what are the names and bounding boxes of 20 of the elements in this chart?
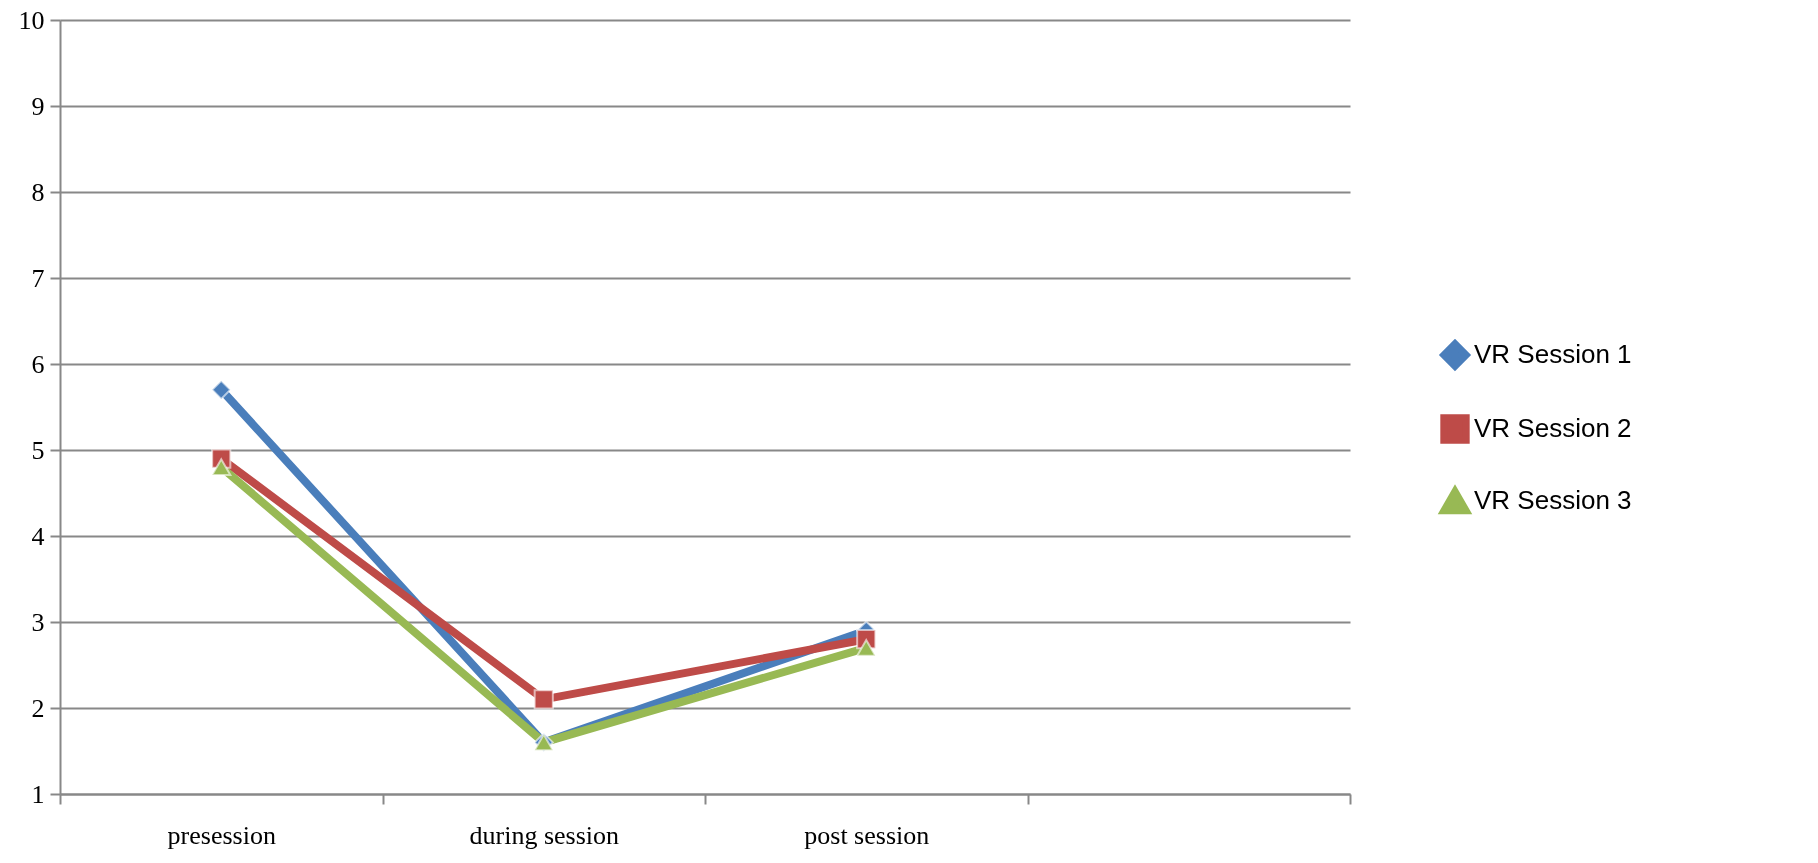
legend-label: VR Session 3	[1474, 485, 1632, 515]
legend-label: VR Session 2	[1474, 413, 1632, 443]
y-tick-label: 10	[18, 5, 45, 35]
y-tick-label: 6	[31, 349, 45, 379]
y-tick-label: 9	[31, 91, 45, 121]
x-tick-label: during session	[469, 820, 619, 850]
legend-label: VR Session 1	[1474, 339, 1632, 369]
y-tick-label: 1	[31, 779, 45, 809]
y-tick-label: 2	[31, 693, 45, 723]
point	[211, 458, 232, 477]
y-tick-label: 8	[31, 177, 45, 207]
x-tick-label: presession	[167, 820, 276, 850]
y-tick-label: 7	[31, 263, 45, 293]
point	[211, 379, 232, 400]
y-tick-label: 3	[31, 607, 45, 637]
y-tick-label: 4	[31, 521, 45, 551]
point	[533, 689, 554, 710]
x-tick-label: post session	[804, 820, 930, 850]
point	[856, 638, 877, 657]
y-tick-label: 5	[31, 435, 45, 465]
